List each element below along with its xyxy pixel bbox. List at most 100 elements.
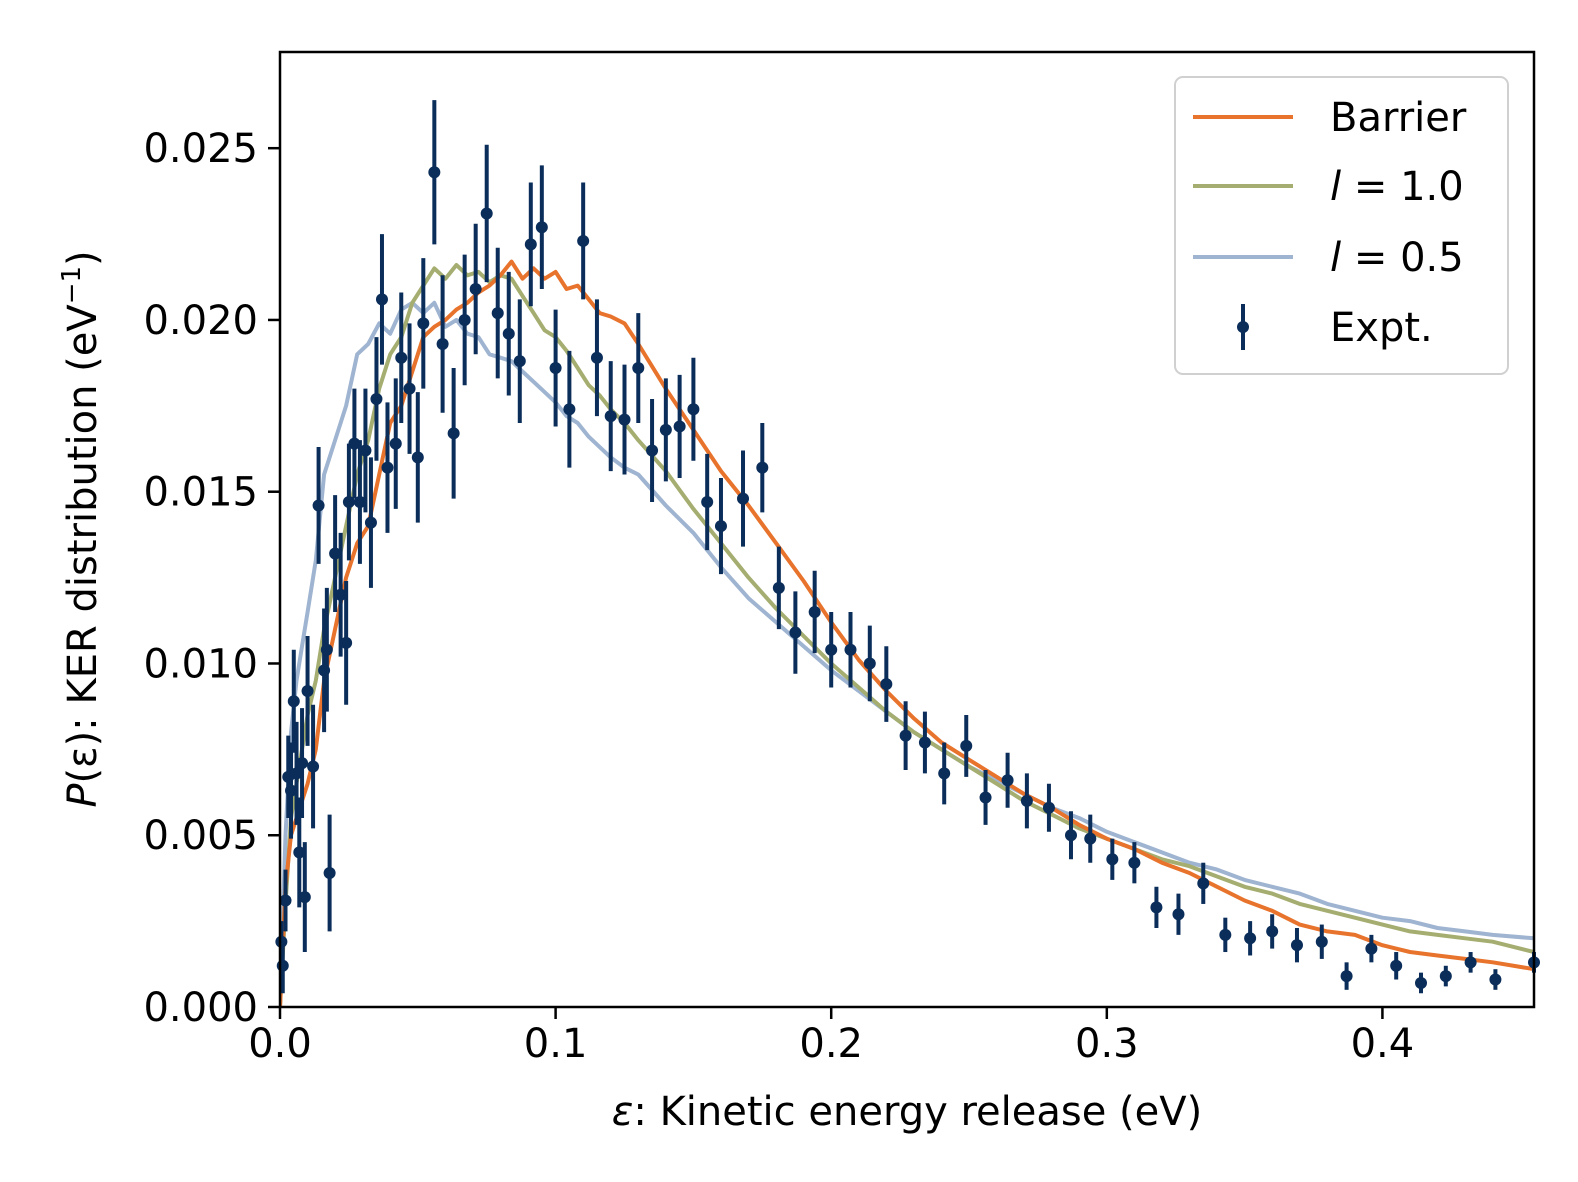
- expt-marker: [403, 382, 416, 395]
- legend-label-l-1-symbol: l: [1330, 164, 1341, 210]
- expt-point: [1172, 893, 1185, 935]
- expt-point: [1084, 814, 1097, 863]
- expt-point: [563, 350, 576, 468]
- expt-point: [756, 423, 769, 513]
- expt-point: [701, 453, 714, 551]
- expt-marker: [618, 413, 631, 426]
- expt-marker: [320, 643, 333, 656]
- expt-marker: [1001, 774, 1014, 787]
- x-tick-label: 0.2: [799, 1021, 863, 1067]
- expt-point: [359, 388, 372, 513]
- expt-point: [342, 443, 355, 561]
- expt-marker: [563, 403, 576, 416]
- expt-marker: [590, 351, 603, 364]
- expt-marker: [323, 867, 336, 880]
- expt-marker: [1197, 877, 1210, 890]
- legend-label-l-1-value: = 1.0: [1341, 164, 1464, 210]
- expt-marker: [348, 437, 361, 450]
- expt-marker: [307, 760, 320, 773]
- expt-point: [714, 477, 727, 575]
- expt-point: [918, 711, 931, 774]
- expt-point: [447, 368, 460, 499]
- expt-marker: [353, 496, 366, 509]
- series-line-2: [280, 300, 1534, 1007]
- expt-point: [411, 392, 424, 523]
- expt-point: [549, 309, 562, 427]
- expt-point: [524, 182, 537, 307]
- expt-marker: [375, 293, 388, 306]
- expt-marker: [1290, 939, 1303, 952]
- expt-point: [1340, 962, 1353, 990]
- expt-marker: [340, 636, 353, 649]
- expt-point: [1464, 952, 1477, 973]
- expt-point: [1290, 927, 1303, 963]
- expt-point: [1197, 862, 1210, 904]
- expt-marker: [436, 337, 449, 350]
- expt-point: [604, 361, 617, 472]
- y-axis-ticks: 0.000 0.005 0.010 0.015 0.020 0.025: [143, 126, 280, 1031]
- expt-marker: [411, 451, 424, 464]
- expt-marker: [918, 736, 931, 749]
- y-axis-label-superscript: −1: [57, 266, 87, 304]
- legend-label-barrier: Barrier: [1330, 95, 1467, 141]
- expt-marker: [1489, 973, 1502, 986]
- expt-point: [1106, 838, 1119, 880]
- expt-marker: [1064, 829, 1077, 842]
- legend-label-l-05-symbol: l: [1330, 235, 1341, 281]
- y-tick-label: 0.010: [143, 641, 258, 687]
- expt-marker: [458, 313, 471, 326]
- legend-swatch-expt-point: [1237, 321, 1249, 333]
- x-axis-ticks: 0.0 0.1 0.2 0.3 0.4: [248, 1007, 1414, 1067]
- expt-point: [646, 398, 659, 503]
- expt-marker: [293, 846, 306, 859]
- y-axis-label-text: : KER distribution (eV: [60, 304, 106, 731]
- expt-point: [417, 258, 430, 389]
- expt-marker: [342, 496, 355, 509]
- experimental-points: [275, 100, 1540, 994]
- expt-point: [312, 447, 325, 564]
- expt-marker: [880, 678, 893, 691]
- expt-point: [502, 271, 515, 396]
- expt-marker: [480, 207, 493, 220]
- expt-point: [279, 869, 292, 932]
- expt-marker: [513, 355, 526, 368]
- expt-point: [298, 842, 311, 953]
- y-tick-label: 0.000: [143, 985, 258, 1031]
- expt-point: [938, 742, 951, 805]
- expt-point: [296, 708, 309, 819]
- expt-marker: [524, 238, 537, 251]
- expt-point: [320, 587, 333, 712]
- expt-marker: [491, 307, 504, 320]
- y-axis-label-arg: (ε): [60, 731, 106, 784]
- expt-point: [370, 337, 383, 461]
- expt-marker: [1150, 901, 1163, 914]
- expt-marker: [1042, 801, 1055, 814]
- expt-point: [1128, 842, 1141, 884]
- expt-point: [737, 450, 750, 547]
- expt-marker: [395, 351, 408, 364]
- expt-marker: [899, 729, 912, 742]
- expt-marker: [535, 221, 548, 234]
- expt-point: [290, 721, 303, 825]
- expt-marker: [1219, 928, 1232, 941]
- expt-point: [1042, 783, 1055, 832]
- expt-point: [307, 704, 320, 829]
- expt-marker: [1106, 853, 1119, 866]
- expt-point: [348, 388, 361, 499]
- expt-marker: [1365, 942, 1378, 955]
- expt-marker: [604, 410, 617, 423]
- expt-marker: [673, 420, 686, 433]
- expt-marker: [714, 520, 727, 533]
- expt-point: [979, 769, 992, 825]
- series-line-1: [280, 263, 1534, 1007]
- expt-marker: [1390, 959, 1403, 972]
- expt-point: [353, 440, 366, 564]
- expt-marker: [290, 767, 303, 780]
- expt-marker: [687, 403, 700, 416]
- expt-marker: [756, 461, 769, 474]
- expt-point: [491, 247, 504, 379]
- expt-point: [1489, 969, 1502, 990]
- x-tick-label: 0.4: [1351, 1021, 1415, 1067]
- expt-marker: [1415, 976, 1428, 989]
